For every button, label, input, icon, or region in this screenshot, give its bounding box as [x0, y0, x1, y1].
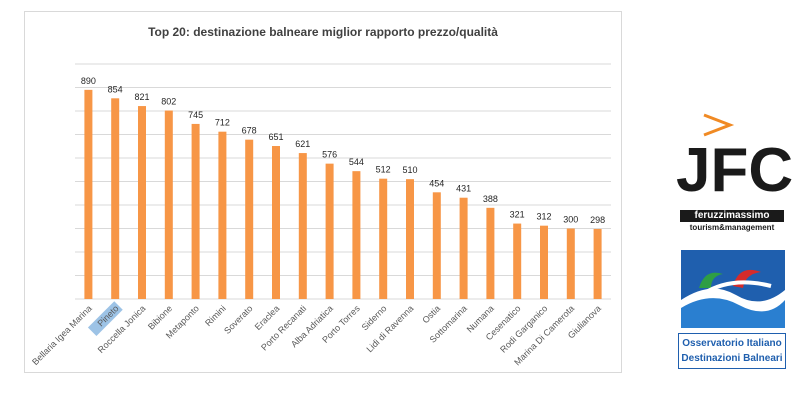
jfc-line2: tourism&management	[689, 223, 775, 232]
chevron-mark-icon	[703, 113, 735, 137]
data-label: 431	[456, 184, 471, 194]
bar	[540, 225, 548, 299]
bar-layer	[84, 89, 602, 299]
data-label: 321	[510, 210, 525, 220]
bar	[593, 228, 602, 299]
bar	[164, 110, 173, 299]
bar	[191, 123, 200, 299]
jfc-logo: JFC feruzzimassimo tourism&management	[676, 112, 794, 237]
oidb-line1: Osservatorio Italiano	[682, 338, 782, 349]
data-label: 621	[295, 139, 310, 149]
data-label: 544	[349, 157, 364, 167]
category-label: Pineto	[95, 303, 120, 328]
oidb-text: Osservatorio Italiano Destinazioni Balne…	[678, 333, 786, 369]
category-label-group: Bellaria Igea Marina	[30, 303, 94, 367]
data-label: 454	[429, 178, 444, 188]
data-label: 712	[215, 118, 230, 128]
oidb-line2: Destinazioni Balneari	[681, 353, 783, 364]
bar	[352, 171, 361, 299]
bar	[406, 179, 414, 299]
category-label-group: Roccella Jonica	[96, 303, 148, 355]
data-label: 854	[108, 84, 123, 94]
bar	[459, 197, 468, 299]
bar	[245, 139, 254, 299]
category-label: Rimini	[203, 303, 228, 328]
bar-chart: 890 Bellaria Igea Marina 854 Pineto 821 Rocce…	[30, 63, 611, 367]
data-label: 745	[188, 110, 203, 120]
chart-title: Top 20: destinazione balneare miglior ra…	[148, 25, 498, 39]
category-label-group: Lidi di Ravenna	[364, 303, 415, 354]
data-label: 802	[161, 97, 176, 107]
bar	[486, 207, 495, 299]
bar	[513, 223, 522, 299]
category-label: Ostia	[420, 303, 442, 325]
chart-container: Top 20: destinazione balneare miglior ra…	[24, 11, 622, 373]
data-label: 512	[376, 165, 391, 175]
bar	[298, 153, 307, 299]
bar	[325, 163, 334, 299]
data-label: 821	[134, 92, 149, 102]
data-label: 510	[402, 165, 417, 175]
bar	[432, 192, 441, 299]
data-label: 651	[268, 132, 283, 142]
category-label-group: Ostia	[420, 303, 442, 325]
oidb-logo: Osservatorio Italiano Destinazioni Balne…	[678, 250, 788, 372]
data-label: 678	[242, 126, 257, 136]
bar	[566, 228, 575, 299]
bar	[272, 146, 280, 299]
bar	[111, 98, 120, 299]
category-label: Roccella Jonica	[96, 303, 148, 355]
data-label: 312	[536, 212, 551, 222]
category-label: Rodi Garganico	[498, 303, 549, 354]
data-label: 298	[590, 215, 605, 225]
category-label-group: Rimini	[203, 303, 228, 328]
bar	[379, 178, 388, 299]
category-label-group: Rodi Garganico	[498, 303, 549, 354]
jfc-mark: JFC	[676, 136, 794, 205]
category-label: Bellaria Igea Marina	[30, 303, 94, 367]
jfc-line1: feruzzimassimo	[680, 210, 784, 222]
data-label: 300	[563, 215, 578, 225]
category-label: Lidi di Ravenna	[364, 303, 415, 354]
grid-layer	[75, 63, 611, 300]
data-label: 890	[81, 76, 96, 86]
bar	[218, 131, 227, 299]
data-label: 576	[322, 150, 337, 160]
data-label: 388	[483, 194, 498, 204]
wave-emblem-icon	[681, 250, 785, 328]
category-label: Soverato	[222, 303, 255, 336]
category-highlight	[87, 301, 123, 337]
category-label-group: Soverato	[222, 303, 255, 336]
bar	[138, 106, 146, 299]
bar	[84, 89, 93, 299]
